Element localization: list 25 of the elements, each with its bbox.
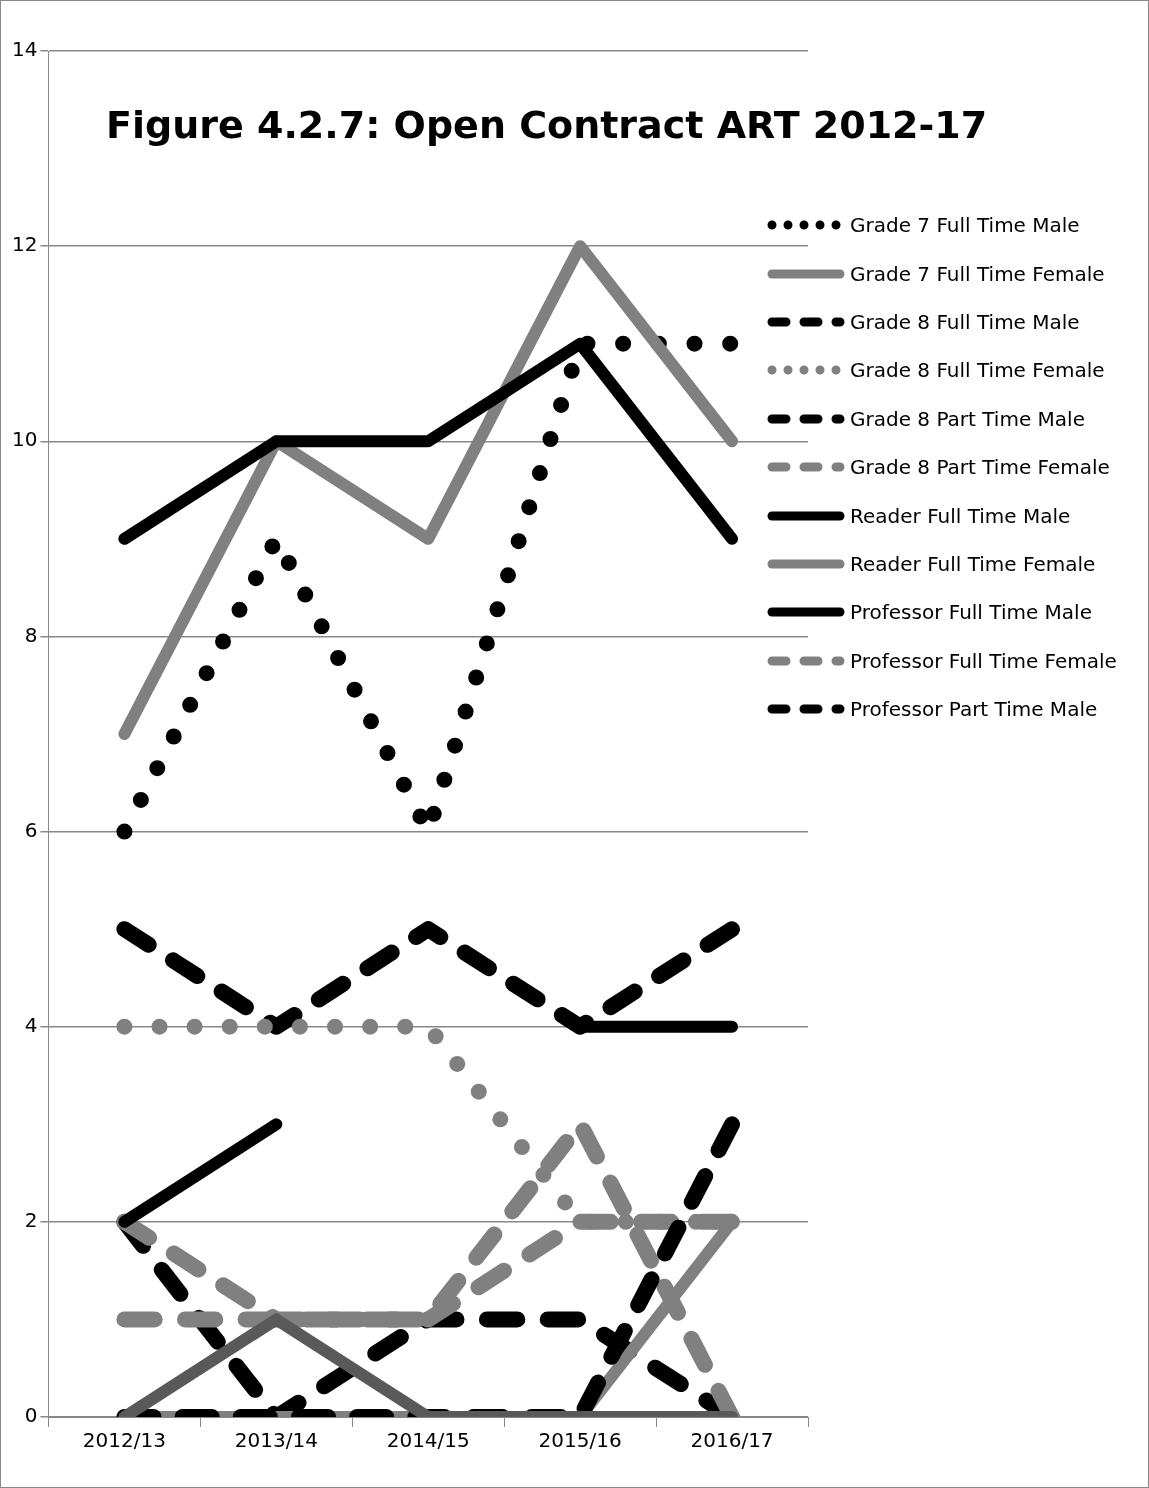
text: Figure 4.2.7: Open Contract ART 2012-17 — [106, 103, 988, 147]
legend-label: Grade 8 Part Time Male — [850, 406, 1085, 431]
legend-label: Grade 8 Full Time Male — [850, 309, 1080, 334]
legend-label: Professor Part Time Male — [850, 697, 1098, 722]
legend-label: Reader Full Time Female — [850, 551, 1096, 576]
y-tick-label: 10 — [12, 427, 38, 452]
legend-label: Professor Full Time Male — [850, 600, 1092, 625]
y-tick-label: 12 — [12, 232, 38, 257]
y-tick-label: 0 — [24, 1403, 38, 1428]
y-tick-label: 2 — [24, 1208, 38, 1233]
x-tick-label: 2015/16 — [538, 1428, 622, 1453]
y-tick-label: 14 — [12, 37, 38, 62]
y-tick-label: 4 — [24, 1012, 38, 1037]
legend-label: Grade 7 Full Time Male — [850, 213, 1080, 238]
x-tick-label: 2014/15 — [386, 1428, 470, 1453]
y-tick-label: 6 — [24, 817, 38, 842]
legend-label: Professor Full Time Female — [850, 648, 1117, 673]
x-tick-label: 2012/13 — [82, 1428, 166, 1453]
legend-label: Grade 7 Full Time Female — [850, 261, 1105, 286]
legend-label: Grade 8 Part Time Female — [850, 455, 1110, 480]
legend-label: Reader Full Time Male — [850, 503, 1071, 528]
x-tick-label: 2013/14 — [234, 1428, 318, 1453]
y-tick-label: 8 — [24, 622, 38, 647]
x-tick-label: 2016/17 — [690, 1428, 774, 1453]
legend-label: Grade 8 Full Time Female — [850, 358, 1105, 383]
